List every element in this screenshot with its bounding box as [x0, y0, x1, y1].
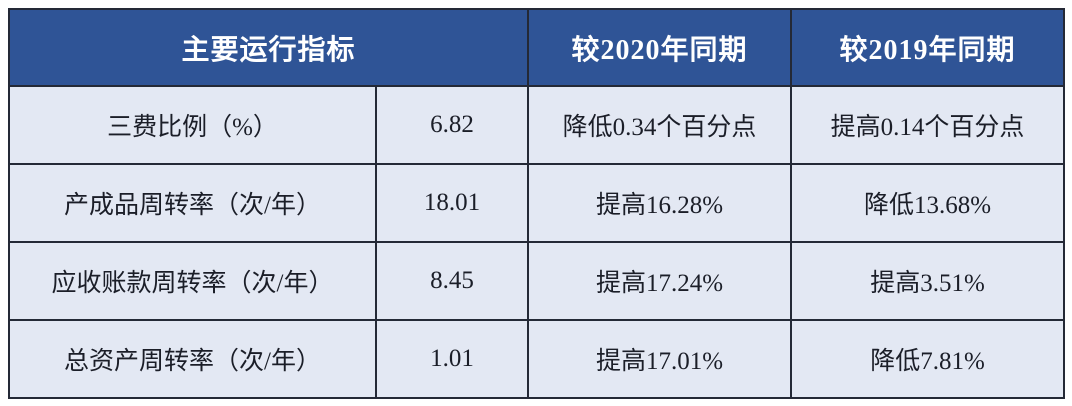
indicator-value: 6.82	[374, 85, 530, 165]
vs-2020-change: 提高17.01%	[527, 319, 793, 399]
key-operating-indicators-table: 主要运行指标 较2020年同期 较2019年同期 三费比例（%） 6.82 降低…	[7, 8, 1066, 399]
indicator-name: 三费比例（%）	[8, 85, 377, 165]
indicator-name: 产成品周转率（次/年）	[8, 163, 377, 243]
indicator-name: 应收账款周转率（次/年）	[8, 241, 377, 321]
table-row-expense-ratio: 三费比例（%） 6.82 降低0.34个百分点 提高0.14个百分点	[8, 85, 1066, 165]
table-row-total-asset-turnover: 总资产周转率（次/年） 1.01 提高17.01% 降低7.81%	[8, 319, 1066, 399]
indicator-value: 8.45	[374, 241, 530, 321]
vs-2019-change: 降低13.68%	[790, 163, 1066, 243]
vs-2020-change: 降低0.34个百分点	[527, 85, 793, 165]
header-row: 主要运行指标 较2020年同期 较2019年同期	[7, 8, 1066, 87]
indicator-name: 总资产周转率（次/年）	[8, 319, 377, 399]
vs-2020-change: 提高17.24%	[527, 241, 793, 321]
vs-2019-change: 提高3.51%	[790, 241, 1066, 321]
header-vs-2019: 较2019年同期	[790, 8, 1066, 87]
vs-2019-change: 降低7.81%	[790, 319, 1066, 399]
header-main-indicators: 主要运行指标	[7, 8, 530, 87]
table-row-receivables-turnover: 应收账款周转率（次/年） 8.45 提高17.24% 提高3.51%	[8, 241, 1066, 321]
indicator-value: 1.01	[374, 319, 530, 399]
vs-2020-change: 提高16.28%	[527, 163, 793, 243]
table-row-finished-goods-turnover: 产成品周转率（次/年） 18.01 提高16.28% 降低13.68%	[8, 163, 1066, 243]
header-vs-2020: 较2020年同期	[527, 8, 793, 87]
vs-2019-change: 提高0.14个百分点	[790, 85, 1066, 165]
indicator-value: 18.01	[374, 163, 530, 243]
